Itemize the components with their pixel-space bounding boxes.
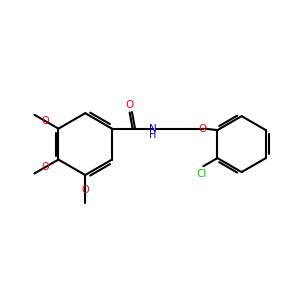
Text: O: O [125, 100, 134, 110]
Text: O: O [41, 162, 49, 172]
Text: O: O [41, 116, 49, 126]
Text: H: H [149, 130, 157, 140]
Text: O: O [199, 124, 207, 134]
Text: O: O [81, 185, 89, 195]
Text: N: N [149, 124, 157, 134]
Text: Cl: Cl [197, 169, 207, 178]
